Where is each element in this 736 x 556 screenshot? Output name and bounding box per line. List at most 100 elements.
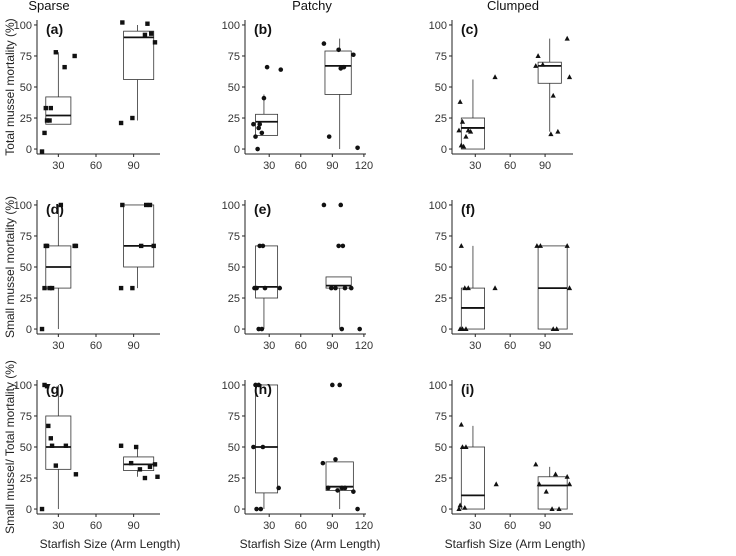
data-point <box>351 489 356 494</box>
iqr-box <box>255 245 279 299</box>
x-tick-label: 120 <box>355 520 373 532</box>
iqr-box <box>537 61 562 84</box>
data-point <box>63 443 69 448</box>
iqr-box <box>324 50 352 95</box>
data-point <box>338 202 344 208</box>
data-point <box>550 92 556 98</box>
y-axis-title: Total mussel mortality (%) <box>3 18 17 155</box>
y-tick-label: 0 <box>26 144 32 156</box>
panel-a: 0 25 50 75 100 30 60 90 (a) <box>14 20 160 172</box>
data-point <box>456 127 462 133</box>
data-point <box>130 285 135 291</box>
y-tick-label: 25 <box>228 113 240 125</box>
data-point <box>355 506 360 512</box>
data-point <box>537 243 544 248</box>
data-point <box>276 485 281 491</box>
iqr-box <box>460 117 485 150</box>
x-tick-label: 30 <box>469 340 481 352</box>
data-point <box>255 146 260 152</box>
data-point <box>342 285 348 291</box>
data-point <box>128 460 134 466</box>
x-axis-title: Starfish Size (Arm Length) <box>445 537 586 551</box>
data-point <box>492 74 498 80</box>
data-point <box>336 243 341 249</box>
y-tick-label: 25 <box>435 293 447 305</box>
y-tick-label: 100 <box>14 200 32 212</box>
y-tick-label: 50 <box>20 262 32 274</box>
y-tick-label: 75 <box>435 51 447 63</box>
x-tick-label: 90 <box>128 340 140 352</box>
data-point <box>72 53 77 59</box>
data-point <box>264 64 270 70</box>
data-point <box>463 133 469 139</box>
y-tick-label: 75 <box>435 231 447 243</box>
column-titles: Sparse Patchy Clumped <box>28 0 539 13</box>
x-tick-label: 90 <box>128 160 140 172</box>
data-point <box>138 243 144 249</box>
data-point <box>536 481 542 487</box>
panel-e: 0 25 50 75 100 30 60 90 120 (e) <box>222 200 373 352</box>
data-point <box>44 243 50 249</box>
column-title-patchy: Patchy <box>292 0 332 13</box>
box-group-1 <box>456 74 498 150</box>
data-point <box>540 61 546 67</box>
y-tick-label: 25 <box>20 293 32 305</box>
data-point <box>73 472 79 477</box>
panel-label: (i) <box>461 381 474 397</box>
y-axis-title: Small mussel/ Total mortality (%) <box>3 360 17 534</box>
y-tick-label: 0 <box>234 324 240 336</box>
x-axis-title: Starfish Size (Arm Length) <box>40 537 181 551</box>
y-tick-label: 25 <box>228 293 240 305</box>
panel-f: 0 25 50 75 100 30 60 90 (f) <box>429 200 573 352</box>
box-group-1 <box>456 421 499 512</box>
x-tick-label: 90 <box>539 340 551 352</box>
x-tick-label: 90 <box>539 520 551 532</box>
data-point <box>459 118 466 124</box>
data-point <box>457 99 463 104</box>
data-point <box>253 382 258 388</box>
data-point <box>342 485 348 491</box>
box-group-1 <box>251 382 281 512</box>
y-tick-label: 75 <box>20 411 32 423</box>
x-tick-label: 60 <box>90 160 102 172</box>
y-tick-label: 75 <box>228 51 240 63</box>
box-group-2 <box>118 202 156 291</box>
y-tick-label: 25 <box>435 473 447 485</box>
data-point <box>326 134 332 139</box>
data-point <box>259 130 265 136</box>
data-point <box>548 131 554 137</box>
y-tick-label: 25 <box>435 113 447 125</box>
box-group-2 <box>533 461 573 512</box>
x-tick-label: 90 <box>326 520 338 532</box>
box-group-1 <box>39 50 77 154</box>
x-tick-label: 60 <box>295 340 307 352</box>
y-tick-label: 75 <box>228 411 240 423</box>
data-point <box>149 31 154 36</box>
y-tick-label: 50 <box>435 442 447 454</box>
y-tick-label: 0 <box>441 144 447 156</box>
data-point <box>39 506 45 512</box>
data-point <box>42 382 47 388</box>
data-point <box>53 463 59 468</box>
data-point <box>120 20 125 25</box>
y-tick-label: 100 <box>429 380 447 392</box>
data-point <box>457 502 463 508</box>
y-tick-label: 0 <box>26 324 32 336</box>
iqr-box <box>45 96 72 125</box>
data-point <box>535 53 541 58</box>
x-tick-label: 60 <box>90 340 102 352</box>
data-point <box>257 121 263 127</box>
data-point <box>336 47 341 53</box>
data-point <box>564 473 570 479</box>
y-tick-label: 50 <box>228 82 240 94</box>
data-point <box>564 243 570 248</box>
panel-i: 0 25 50 75 100 30 60 90 (i) <box>429 380 573 532</box>
data-point <box>47 285 52 291</box>
data-point <box>554 326 560 332</box>
data-point <box>46 423 51 429</box>
panel-label: (g) <box>46 381 64 397</box>
iqr-box <box>123 204 155 268</box>
data-point <box>330 382 335 388</box>
iqr-box <box>255 384 279 494</box>
x-tick-label: 30 <box>469 160 481 172</box>
